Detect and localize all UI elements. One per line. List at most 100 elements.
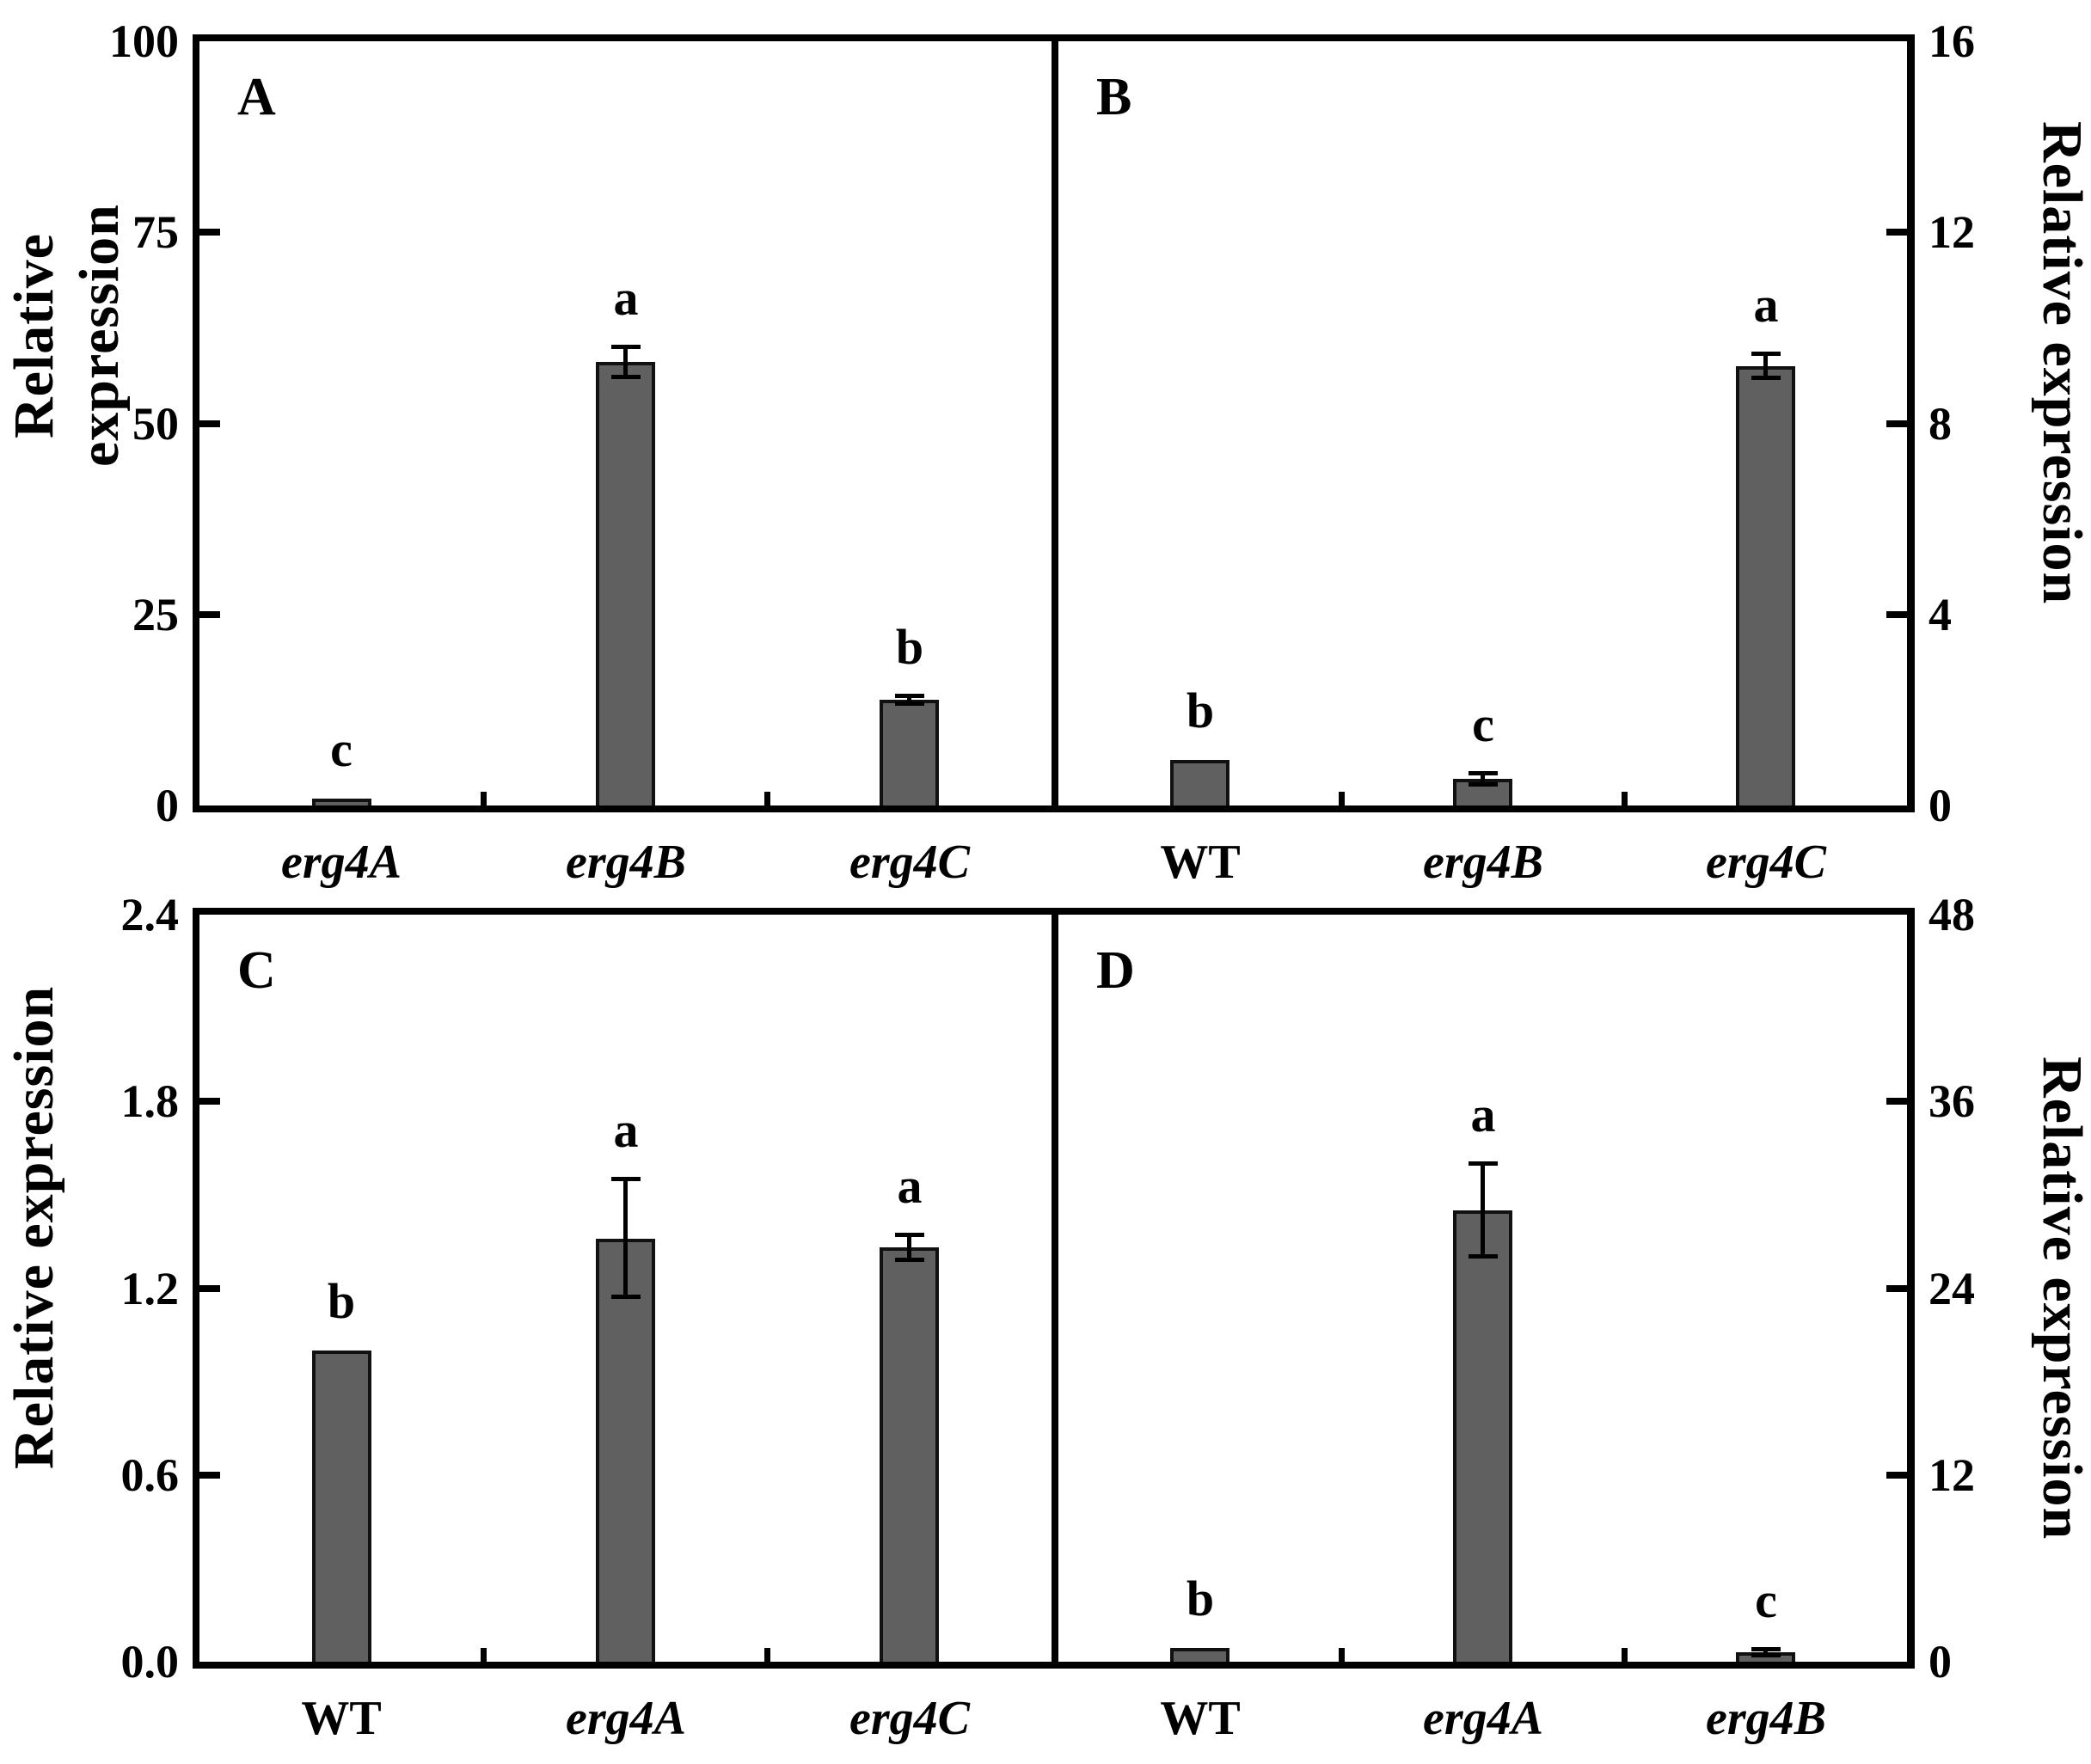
- significance-letter: a: [613, 270, 639, 326]
- y-axis-tick: [199, 1098, 220, 1105]
- y-tick-label: 0: [1929, 780, 1952, 831]
- error-bar-cap: [1469, 782, 1498, 787]
- y-tick-label: 36: [1929, 1075, 1975, 1127]
- bar-erg4A: [1453, 1210, 1512, 1662]
- error-bar-line: [1481, 774, 1485, 785]
- y-axis-tick: [1886, 229, 1907, 236]
- y-tick-label: 0.6: [120, 1449, 180, 1501]
- bar-erg4C: [880, 1247, 939, 1662]
- error-bar-line: [623, 346, 628, 377]
- y-axis-tick: [199, 420, 220, 427]
- y-tick-label: 16: [1929, 15, 1975, 67]
- x-axis-tick: [1339, 1648, 1345, 1662]
- significance-letter: b: [327, 1273, 356, 1329]
- y-axis-title-left-top: Relative expression: [3, 204, 131, 468]
- error-bar-line: [1763, 354, 1768, 378]
- category-label: WT: [301, 1692, 382, 1745]
- bar-WT: [1170, 760, 1229, 805]
- panel-letter-c: C: [237, 941, 276, 1000]
- error-bar-cap: [1751, 1653, 1781, 1657]
- y-tick-label: 4: [1929, 589, 1952, 640]
- x-axis-tick: [764, 792, 770, 805]
- error-bar-cap: [611, 1177, 641, 1181]
- category-label: erg4C: [849, 836, 970, 889]
- error-bar-cap: [611, 345, 641, 349]
- x-axis-tick: [764, 1648, 770, 1662]
- bar-erg4C: [880, 700, 939, 805]
- error-bar-line: [623, 1179, 628, 1297]
- y-tick-label: 75: [132, 206, 179, 258]
- error-bar-cap: [1751, 1647, 1781, 1651]
- error-bar-cap: [1469, 1254, 1498, 1259]
- significance-letter: b: [1186, 1571, 1215, 1626]
- category-label: erg4B: [1706, 1692, 1826, 1745]
- y-tick-label: 1.8: [120, 1075, 180, 1127]
- y-axis-title-right-bottom: Relative expression: [2031, 1056, 2091, 1540]
- y-axis-title-right-top: Relative expression: [2031, 120, 2091, 605]
- x-axis-tick: [481, 1648, 487, 1662]
- significance-letter: a: [1753, 277, 1779, 333]
- error-bar-line: [1481, 1163, 1485, 1257]
- significance-letter: a: [613, 1102, 639, 1158]
- y-tick-label: 12: [1929, 206, 1975, 258]
- y-axis-tick: [1886, 611, 1907, 618]
- category-label: erg4A: [1423, 1692, 1543, 1745]
- error-bar-cap: [895, 701, 924, 706]
- significance-letter: a: [897, 1158, 923, 1214]
- bar-erg4A: [312, 799, 371, 805]
- category-label: erg4C: [1706, 836, 1826, 889]
- y-tick-label: 50: [132, 398, 179, 450]
- panel-letter-b: B: [1096, 68, 1132, 126]
- category-label: erg4A: [281, 836, 402, 889]
- bar-erg4A: [596, 1239, 655, 1662]
- y-axis-title-left-bottom: Relative expression: [3, 985, 65, 1469]
- error-bar-line: [907, 1235, 911, 1260]
- y-tick-label: 24: [1929, 1263, 1975, 1314]
- error-bar-cap: [895, 694, 924, 698]
- error-bar-cap: [1751, 376, 1781, 380]
- error-bar-cap: [611, 375, 641, 379]
- x-axis-tick: [1622, 1648, 1628, 1662]
- significance-letter: b: [895, 619, 924, 675]
- category-label: erg4B: [1423, 836, 1543, 889]
- category-label: WT: [1160, 836, 1241, 889]
- y-axis-tick: [1886, 1098, 1907, 1105]
- significance-letter: c: [330, 721, 353, 777]
- bar-WT: [1170, 1648, 1229, 1662]
- y-axis-tick: [199, 229, 220, 236]
- y-tick-label: 25: [132, 589, 179, 640]
- error-bar-cap: [895, 1233, 924, 1237]
- category-label: erg4B: [566, 836, 686, 889]
- y-tick-label: 100: [109, 15, 179, 67]
- y-tick-label: 0.0: [120, 1636, 180, 1687]
- significance-letter: b: [1186, 683, 1215, 738]
- category-label: erg4A: [566, 1692, 686, 1745]
- y-axis-tick: [1886, 1472, 1907, 1479]
- category-label: erg4C: [849, 1692, 970, 1745]
- y-tick-label: 0: [1929, 1636, 1952, 1687]
- bar-WT: [312, 1351, 371, 1662]
- error-bar-cap: [895, 1258, 924, 1262]
- y-tick-label: 0: [156, 780, 179, 831]
- error-bar-cap: [1469, 771, 1498, 775]
- y-tick-label: 8: [1929, 398, 1952, 450]
- y-axis-tick: [1886, 1285, 1907, 1292]
- error-bar-line: [1763, 1650, 1768, 1656]
- y-axis-tick: [1886, 420, 1907, 427]
- error-bar-cap: [1469, 1161, 1498, 1166]
- panel-letter-a: A: [237, 68, 276, 126]
- x-axis-tick: [481, 792, 487, 805]
- y-axis-tick: [199, 1472, 220, 1479]
- x-axis-tick: [1339, 792, 1345, 805]
- y-axis-tick: [199, 611, 220, 618]
- significance-letter: a: [1470, 1087, 1496, 1142]
- bar-erg4C: [1736, 366, 1795, 805]
